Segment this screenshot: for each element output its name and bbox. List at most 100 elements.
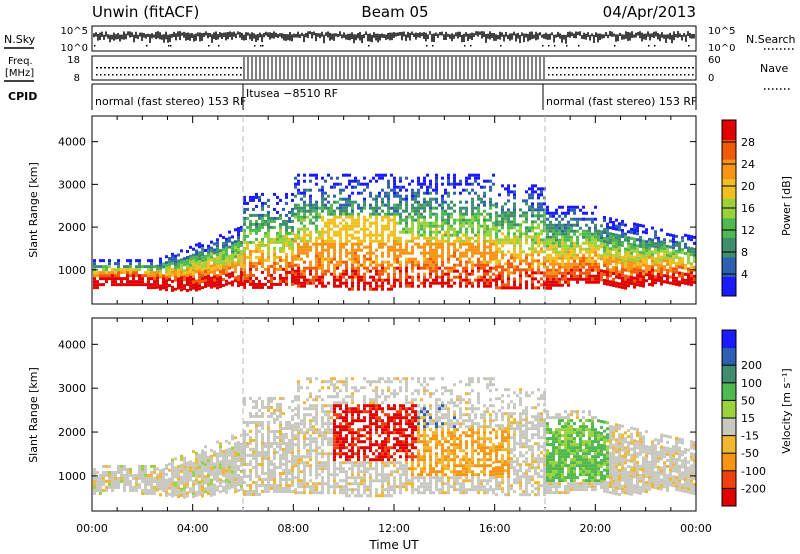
power-cell bbox=[429, 236, 432, 240]
power-cell bbox=[597, 253, 600, 257]
power-cell bbox=[519, 256, 522, 260]
power-cell bbox=[219, 270, 222, 274]
power-cell bbox=[387, 191, 390, 195]
power-cell bbox=[429, 203, 432, 207]
velocity-cell bbox=[240, 478, 243, 482]
power-cell bbox=[267, 279, 270, 283]
power-cell bbox=[465, 200, 468, 204]
velocity-cell bbox=[249, 483, 252, 487]
power-cell bbox=[639, 244, 642, 248]
power-cell bbox=[654, 233, 657, 237]
power-cell bbox=[621, 222, 624, 226]
power-cell bbox=[573, 208, 576, 212]
power-cell bbox=[252, 282, 255, 286]
power-cell bbox=[132, 280, 135, 284]
power-cell bbox=[111, 277, 114, 281]
velocity-cell bbox=[228, 441, 231, 445]
power-cell bbox=[489, 281, 492, 285]
power-cell bbox=[462, 218, 465, 222]
power-cell bbox=[351, 260, 354, 264]
power-cell bbox=[249, 270, 252, 274]
power-cell bbox=[624, 280, 627, 284]
power-cell bbox=[303, 272, 306, 276]
power-cell bbox=[387, 227, 390, 231]
power-cell bbox=[405, 272, 408, 276]
power-cell bbox=[621, 255, 624, 259]
freq-sample bbox=[644, 67, 646, 69]
power-cell bbox=[240, 255, 243, 259]
power-cell bbox=[309, 278, 312, 282]
power-cell bbox=[348, 182, 351, 186]
power-cell bbox=[648, 252, 651, 256]
power-cell bbox=[483, 203, 486, 207]
velocity-cell bbox=[255, 423, 258, 427]
velocity-cell bbox=[255, 426, 258, 430]
power-cell bbox=[504, 268, 507, 272]
power-cell bbox=[291, 228, 294, 232]
power-cell bbox=[204, 272, 207, 276]
power-cell bbox=[165, 261, 168, 265]
velocity-cell bbox=[255, 450, 258, 454]
nsearch-tick-high: 10^5 bbox=[708, 26, 735, 37]
power-cell bbox=[663, 274, 666, 278]
power-cell bbox=[315, 284, 318, 288]
nave-sample bbox=[112, 74, 114, 76]
power-cell bbox=[123, 283, 126, 287]
power-cell bbox=[618, 225, 621, 229]
power-cell bbox=[150, 271, 153, 275]
velocity-cell bbox=[174, 469, 177, 473]
power-cell bbox=[402, 197, 405, 201]
power-cell bbox=[429, 242, 432, 246]
velocity-cell bbox=[267, 459, 270, 463]
velocity-cell bbox=[189, 487, 192, 491]
power-cell bbox=[678, 280, 681, 284]
power-cell bbox=[633, 264, 636, 268]
power-cell bbox=[348, 203, 351, 207]
velocity-cell bbox=[264, 450, 267, 454]
power-cell bbox=[381, 218, 384, 222]
power-cell bbox=[249, 219, 252, 223]
power-cell bbox=[339, 257, 342, 261]
power-cell bbox=[564, 250, 567, 254]
power-cell bbox=[126, 280, 129, 284]
power-cell bbox=[609, 256, 612, 260]
power-ytick-label: 3000 bbox=[58, 178, 86, 191]
freq-sample bbox=[648, 67, 650, 69]
freq-sample bbox=[656, 67, 658, 69]
power-cell bbox=[489, 179, 492, 183]
power-cell bbox=[543, 283, 546, 287]
power-cell bbox=[384, 224, 387, 228]
power-cell bbox=[426, 266, 429, 270]
power-cell bbox=[549, 241, 552, 245]
power-cell bbox=[546, 274, 549, 278]
nave-sample bbox=[564, 74, 566, 76]
power-cell bbox=[546, 271, 549, 275]
power-cell bbox=[561, 262, 564, 266]
velocity-cell bbox=[225, 466, 228, 470]
power-cell bbox=[618, 276, 621, 280]
power-cell bbox=[495, 265, 498, 269]
freq-sample bbox=[628, 67, 630, 69]
power-cell bbox=[654, 260, 657, 264]
velocity-cell bbox=[144, 476, 147, 480]
power-cell bbox=[621, 240, 624, 244]
power-cell bbox=[573, 229, 576, 233]
velocity-cell bbox=[237, 465, 240, 469]
power-cell bbox=[489, 284, 492, 288]
power-cell bbox=[465, 188, 468, 192]
velocity-cell bbox=[246, 489, 249, 493]
power-cell bbox=[672, 249, 675, 253]
velocity-cell bbox=[297, 434, 300, 438]
velocity-cell bbox=[231, 461, 234, 465]
power-cell bbox=[303, 203, 306, 207]
power-cell bbox=[540, 271, 543, 275]
power-cell bbox=[513, 196, 516, 200]
power-cell bbox=[642, 251, 645, 255]
velocity-cell bbox=[273, 462, 276, 466]
power-cell bbox=[225, 261, 228, 265]
power-cell bbox=[468, 245, 471, 249]
power-cell bbox=[309, 209, 312, 213]
velocity-cell bbox=[171, 491, 174, 495]
power-cell bbox=[513, 214, 516, 218]
velocity-cell bbox=[135, 479, 138, 483]
